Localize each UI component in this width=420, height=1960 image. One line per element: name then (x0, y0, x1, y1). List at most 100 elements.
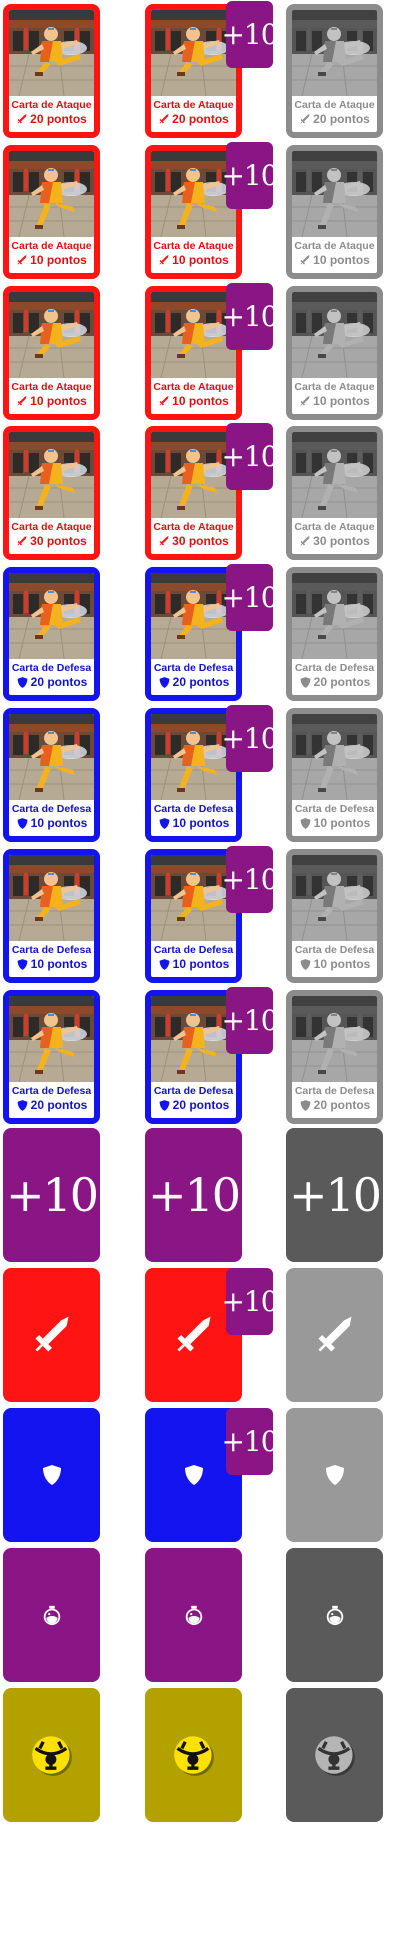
sword-icon (30, 1313, 74, 1357)
bonus-badge: +10 (221, 283, 279, 350)
card-title: Carta de Ataque (11, 381, 92, 393)
points-text: 10 pontos (172, 253, 229, 267)
card-points: 10 pontos (292, 957, 377, 971)
shield-icon (158, 1099, 171, 1112)
attack-card-3-variant-2[interactable]: Carta de Ataque 10 pontos (145, 286, 242, 420)
attack-card-3-variant-3[interactable]: Carta de Ataque 10 pontos (286, 286, 383, 420)
card-title: Carta de Ataque (11, 521, 92, 533)
points-text: 10 pontos (172, 957, 230, 971)
bonus-value: +10 (288, 1168, 382, 1222)
points-text: 20 pontos (313, 1098, 371, 1112)
potion-icon (183, 1604, 205, 1626)
attack-card-1-variant-1[interactable]: Carta de Ataque 20 pontos (3, 4, 100, 138)
bonus-value: +10 (147, 1168, 241, 1222)
potion-card-back-variant-2[interactable] (145, 1548, 242, 1682)
attack-card-4-variant-3[interactable]: Carta de Ataque 30 pontos (286, 426, 383, 560)
points-text: 10 pontos (313, 253, 370, 267)
card-title: Carta de Ataque (294, 99, 375, 111)
points-text: 30 pontos (172, 534, 229, 548)
card-title: Carta de Defesa (153, 1085, 234, 1097)
card-points: 10 pontos (151, 394, 236, 408)
shield-icon (158, 817, 171, 830)
card-points: 20 pontos (9, 1098, 94, 1112)
sword-icon (16, 395, 28, 407)
attack-card-back-variant-2[interactable] (145, 1268, 242, 1402)
card-illustration (292, 151, 377, 237)
card-points: 10 pontos (9, 253, 94, 267)
bonus-card-back-variant-1[interactable]: +10 (3, 1128, 100, 1262)
defense-card-back-variant-3[interactable] (286, 1408, 383, 1542)
crest-icon (30, 1733, 74, 1777)
crest-icon (172, 1733, 216, 1777)
defense-card-back-variant-2[interactable] (145, 1408, 242, 1542)
defense-card-5-variant-3[interactable]: Carta de Defesa 20 pontos (286, 567, 383, 701)
defense-card-7-variant-1[interactable]: Carta de Defesa 10 pontos (3, 849, 100, 983)
defense-card-7-variant-2[interactable]: Carta de Defesa 10 pontos (145, 849, 242, 983)
card-illustration (9, 432, 94, 518)
card-title: Carta de Ataque (153, 99, 234, 111)
points-text: 10 pontos (313, 816, 371, 830)
points-text: 20 pontos (313, 112, 370, 126)
card-illustration (292, 432, 377, 518)
bonus-badge: +10 (221, 846, 279, 913)
attack-card-4-variant-1[interactable]: Carta de Ataque 30 pontos (3, 426, 100, 560)
attack-card-back-variant-3[interactable] (286, 1268, 383, 1402)
card-illustration (151, 996, 236, 1082)
sword-icon (299, 395, 311, 407)
potion-icon (41, 1604, 63, 1626)
card-points: 10 pontos (9, 816, 94, 830)
sword-icon (299, 535, 311, 547)
bonus-card-back-variant-3[interactable]: +10 (286, 1128, 383, 1262)
points-text: 10 pontos (30, 816, 88, 830)
card-illustration (292, 573, 377, 659)
potion-card-back-variant-3[interactable] (286, 1548, 383, 1682)
defense-card-7-variant-3[interactable]: Carta de Defesa 10 pontos (286, 849, 383, 983)
shield-icon (182, 1463, 206, 1487)
shield-icon (158, 676, 171, 689)
defense-card-6-variant-2[interactable]: Carta de Defesa 10 pontos (145, 708, 242, 842)
card-points: 10 pontos (9, 394, 94, 408)
defense-card-8-variant-2[interactable]: Carta de Defesa 20 pontos (145, 990, 242, 1124)
defense-card-8-variant-1[interactable]: Carta de Defesa 20 pontos (3, 990, 100, 1124)
special-card-back-variant-2[interactable] (145, 1688, 242, 1822)
card-title: Carta de Defesa (153, 944, 234, 956)
card-points: 30 pontos (292, 534, 377, 548)
card-illustration (151, 855, 236, 941)
defense-card-6-variant-1[interactable]: Carta de Defesa 10 pontos (3, 708, 100, 842)
bonus-badge: +10 (221, 987, 279, 1054)
defense-card-6-variant-3[interactable]: Carta de Defesa 10 pontos (286, 708, 383, 842)
defense-card-8-variant-3[interactable]: Carta de Defesa 20 pontos (286, 990, 383, 1124)
special-card-back-variant-1[interactable] (3, 1688, 100, 1822)
attack-card-back-variant-1[interactable] (3, 1268, 100, 1402)
points-text: 30 pontos (313, 534, 370, 548)
points-text: 20 pontos (172, 675, 230, 689)
special-card-back-variant-3[interactable] (286, 1688, 383, 1822)
defense-card-5-variant-1[interactable]: Carta de Defesa 20 pontos (3, 567, 100, 701)
card-title: Carta de Defesa (294, 803, 375, 815)
bonus-card-back-variant-2[interactable]: +10 (145, 1128, 242, 1262)
attack-card-2-variant-2[interactable]: Carta de Ataque 10 pontos (145, 145, 242, 279)
attack-card-4-variant-2[interactable]: Carta de Ataque 30 pontos (145, 426, 242, 560)
bonus-badge: +10 (221, 705, 279, 772)
attack-card-3-variant-1[interactable]: Carta de Ataque 10 pontos (3, 286, 100, 420)
bonus-badge: +10 (221, 1, 279, 68)
attack-card-2-variant-3[interactable]: Carta de Ataque 10 pontos (286, 145, 383, 279)
shield-icon (40, 1463, 64, 1487)
attack-card-1-variant-2[interactable]: Carta de Ataque 20 pontos (145, 4, 242, 138)
card-title: Carta de Ataque (153, 521, 234, 533)
points-text: 10 pontos (313, 957, 371, 971)
defense-card-back-variant-1[interactable] (3, 1408, 100, 1542)
potion-card-back-variant-1[interactable] (3, 1548, 100, 1682)
card-illustration (292, 996, 377, 1082)
points-text: 20 pontos (313, 675, 371, 689)
points-text: 20 pontos (30, 112, 87, 126)
sword-icon (313, 1313, 357, 1357)
points-text: 10 pontos (30, 394, 87, 408)
card-title: Carta de Ataque (294, 381, 375, 393)
attack-card-1-variant-3[interactable]: Carta de Ataque 20 pontos (286, 4, 383, 138)
card-illustration (151, 292, 236, 378)
attack-card-2-variant-1[interactable]: Carta de Ataque 10 pontos (3, 145, 100, 279)
card-title: Carta de Ataque (11, 240, 92, 252)
defense-card-5-variant-2[interactable]: Carta de Defesa 20 pontos (145, 567, 242, 701)
card-points: 10 pontos (151, 816, 236, 830)
